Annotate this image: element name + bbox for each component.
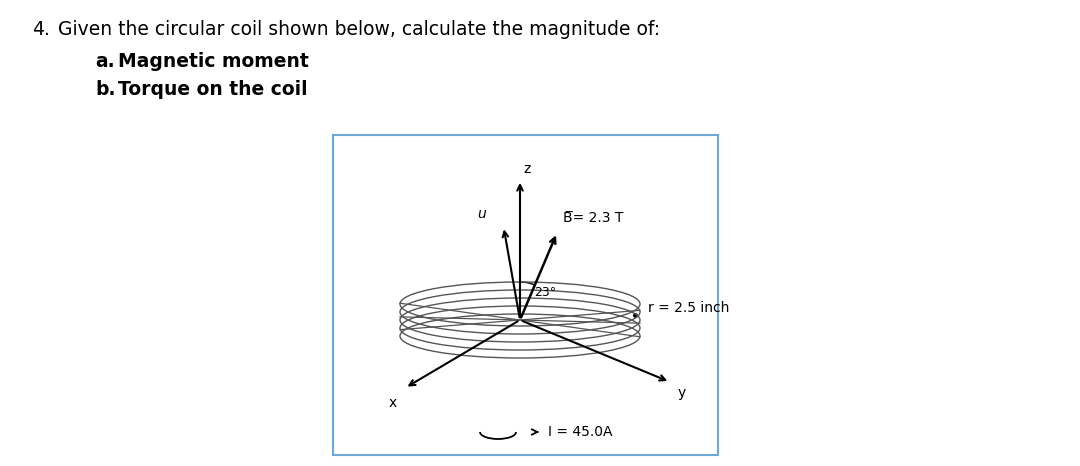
Text: B̅= 2.3 T: B̅= 2.3 T (563, 211, 623, 225)
Text: 23°: 23° (534, 286, 556, 299)
Text: r = 2.5 inch: r = 2.5 inch (648, 301, 729, 315)
Text: 4.: 4. (32, 20, 50, 39)
Text: a.: a. (95, 52, 114, 71)
Text: Magnetic moment: Magnetic moment (118, 52, 309, 71)
Text: u: u (476, 207, 486, 221)
Text: x: x (389, 396, 397, 410)
Text: z: z (523, 162, 530, 176)
Text: Torque on the coil: Torque on the coil (118, 80, 308, 99)
Text: y: y (678, 386, 686, 400)
Bar (333, 135, 718, 455)
Text: b.: b. (95, 80, 116, 99)
Text: Given the circular coil shown below, calculate the magnitude of:: Given the circular coil shown below, cal… (58, 20, 660, 39)
Text: I = 45.0A: I = 45.0A (548, 425, 612, 439)
